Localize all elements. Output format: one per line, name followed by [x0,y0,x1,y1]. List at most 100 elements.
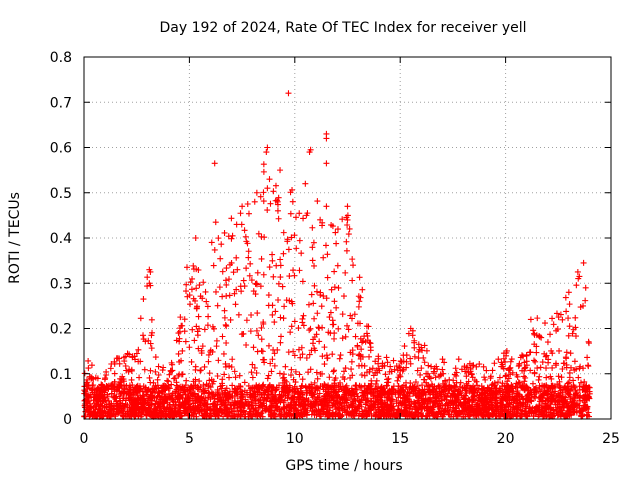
data-point [345,231,352,238]
data-point [500,350,507,357]
data-point [380,407,387,414]
data-point [314,198,321,205]
x-tick-label: 15 [391,431,409,447]
data-point [230,269,237,276]
data-point [329,317,336,324]
data-point [348,315,355,322]
data-point [154,404,161,411]
data-point [318,303,325,310]
data-point [214,302,221,309]
data-point [354,343,361,350]
data-point [349,277,356,284]
data-point [232,301,239,308]
data-point [221,229,228,236]
data-point [563,355,570,362]
data-point [190,262,197,269]
data-point [343,247,350,254]
data-point [549,315,556,322]
data-point [296,210,303,217]
data-point [581,378,588,385]
data-point [452,365,459,372]
data-point [269,257,276,264]
data-point [495,356,502,363]
data-point [255,230,262,237]
data-point [421,342,428,349]
data-point [428,363,435,370]
data-point [358,383,365,390]
data-point [402,396,409,403]
data-point [339,216,346,223]
data-point [253,327,260,334]
data-point [271,350,278,357]
data-point [401,343,408,350]
data-point [275,297,282,304]
data-point [330,321,337,328]
data-point [195,392,202,399]
data-point [343,399,350,406]
data-point [229,356,236,363]
data-point [553,408,560,415]
data-point [254,269,261,276]
data-point [436,373,443,380]
y-tick-label: 0.8 [50,50,72,66]
data-point [299,351,306,358]
data-point [253,411,260,418]
data-point [274,346,281,353]
data-point [275,215,282,222]
data-point [345,326,352,333]
data-point [265,372,272,379]
data-point [193,285,200,292]
data-point [563,349,570,356]
data-point [147,367,154,374]
data-point [476,361,483,368]
data-point [90,409,97,416]
data-point [160,382,167,389]
data-point [491,360,498,367]
data-point [347,349,354,356]
data-point [361,383,368,390]
data-point [343,408,350,415]
data-point [533,349,540,356]
data-point [266,176,273,183]
data-point [242,399,249,406]
data-point [584,412,591,419]
data-point [213,343,220,350]
data-point [176,328,183,335]
data-point [137,315,144,322]
data-point [527,387,534,394]
data-point [454,397,461,404]
data-point [236,372,243,379]
data-point [331,330,338,337]
data-point [516,362,523,369]
data-point [331,268,338,275]
data-point [450,388,457,395]
data-point [342,333,349,340]
data-point [349,408,356,415]
data-point [168,359,175,366]
data-point [128,367,135,374]
y-tick-label: 0.3 [50,276,72,292]
data-point [271,319,278,326]
data-point [337,352,344,359]
data-point [194,332,201,339]
x-tick-label: 0 [80,431,89,447]
data-point [179,371,186,378]
data-point [403,352,410,359]
data-point [260,168,267,175]
data-point [553,310,560,317]
data-point [274,207,281,214]
data-point [298,383,305,390]
data-point [229,382,236,389]
data-point [321,361,328,368]
data-point [575,374,582,381]
data-point [88,362,95,369]
data-point [570,404,577,411]
data-point [219,268,226,275]
data-point [524,392,531,399]
data-point [258,255,265,262]
data-point [260,271,267,278]
data-point [155,403,162,410]
data-point [509,385,516,392]
data-point [248,312,255,319]
data-point [526,404,533,411]
